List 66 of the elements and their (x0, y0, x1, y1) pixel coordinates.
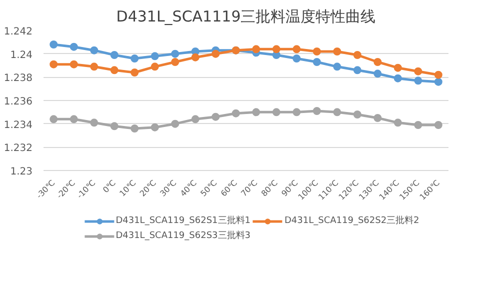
point (272, 45, 280, 54)
point (353, 51, 362, 59)
point (414, 67, 422, 76)
point (171, 120, 180, 128)
x-tick-label: 0℃ (101, 178, 118, 195)
point (414, 76, 422, 85)
legend-label: D431L_SCA119_S62S1三批料1 (116, 214, 250, 227)
y-tick-label: 1.242 (4, 26, 33, 38)
point (374, 70, 382, 78)
legend-label: D431L_SCA119_S62S2三批料2 (284, 214, 420, 227)
point (90, 46, 98, 54)
point (110, 122, 118, 130)
y-tick-label: 1.23 (10, 166, 32, 178)
point (292, 108, 301, 116)
point (252, 108, 260, 116)
point (70, 115, 78, 124)
y-tick-label: 1.232 (4, 143, 33, 154)
point (292, 54, 301, 62)
point (292, 45, 301, 54)
point (394, 118, 402, 127)
point (171, 58, 180, 66)
point (90, 118, 98, 127)
point (50, 60, 58, 68)
point (353, 66, 362, 74)
y-tick-label: 1.238 (4, 73, 33, 84)
point (191, 115, 200, 124)
point (150, 62, 159, 71)
point (232, 109, 240, 118)
legend-label: D431L_SCA119_S62S3三批料3 (116, 230, 250, 242)
point (353, 110, 362, 118)
point (434, 121, 442, 129)
point (150, 123, 159, 132)
point (312, 48, 321, 56)
point (70, 60, 78, 68)
point (90, 62, 98, 71)
point (374, 58, 382, 66)
point (333, 108, 342, 116)
point (191, 53, 200, 62)
point (394, 74, 402, 82)
point (130, 124, 139, 132)
point (212, 112, 220, 121)
point (130, 68, 139, 76)
point (434, 70, 442, 79)
point (333, 62, 342, 71)
y-tick-label: 1.24 (10, 50, 32, 61)
point (414, 121, 422, 129)
point (312, 58, 321, 66)
point (272, 108, 280, 116)
point (252, 45, 260, 54)
point (434, 78, 442, 86)
point (333, 48, 342, 56)
point (110, 51, 118, 59)
point (50, 40, 58, 48)
point (70, 42, 78, 51)
point (110, 66, 118, 74)
point (171, 50, 180, 58)
chart-title: D431L_SCA1119三批料温度特性曲线 (116, 8, 376, 26)
point (312, 107, 321, 115)
point (150, 52, 159, 60)
point (50, 115, 58, 124)
y-tick-label: 1.236 (4, 96, 33, 108)
point (212, 50, 220, 58)
point (130, 54, 139, 62)
point (374, 114, 382, 122)
y-tick-label: 1.234 (4, 120, 33, 131)
point (394, 64, 402, 72)
